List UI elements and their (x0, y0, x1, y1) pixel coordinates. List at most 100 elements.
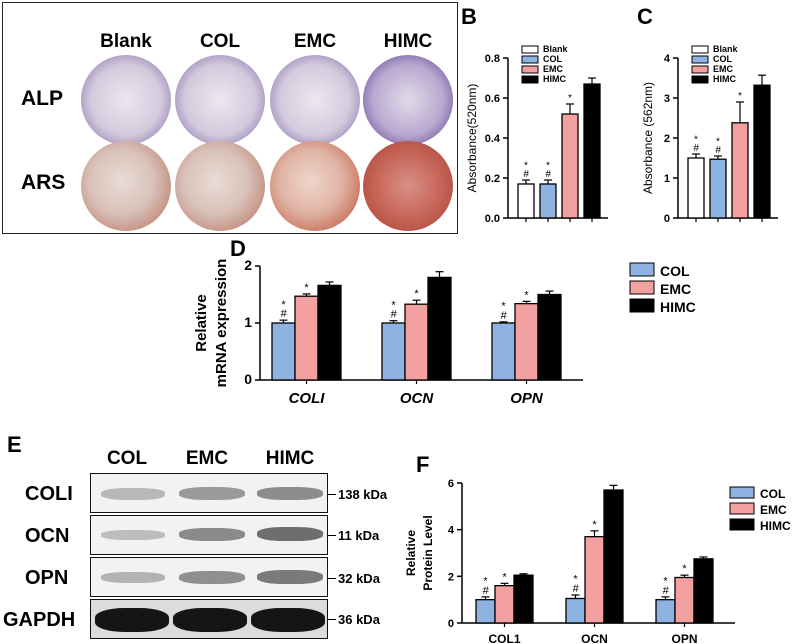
significance-mark: * (716, 137, 720, 148)
significance-mark: # (280, 308, 287, 320)
kda-tick (328, 535, 336, 536)
bar-himc (537, 293, 562, 381)
y-tick-label: 2 (664, 133, 670, 145)
legend-label: HIMC (713, 74, 736, 84)
y-tick-label: 0.2 (485, 173, 500, 185)
panel-letter-b: B (461, 4, 477, 29)
bar-col (709, 158, 727, 219)
legend-label: Blank (713, 44, 739, 54)
alp-dish-blank (81, 55, 171, 145)
y-axis-label: Absorbance(520nm) (465, 84, 479, 193)
wb-blot-ocn (90, 515, 328, 555)
wb-band (179, 487, 245, 500)
y-tick-label: 3 (664, 93, 670, 105)
wb-blot-opn (90, 557, 328, 597)
y-tick-label: 0 (448, 618, 454, 630)
col-header-himc: HIMC (383, 31, 433, 52)
y-tick-label: 0.8 (485, 53, 500, 65)
legend-swatch (521, 45, 539, 54)
legend-swatch (691, 65, 709, 74)
bar-emc (731, 122, 749, 219)
legend-label: EMC (713, 64, 734, 74)
alp-dish-emc (270, 55, 360, 145)
legend-label: HIMC (543, 74, 566, 84)
y-tick-label: 1 (244, 314, 252, 330)
wb-band (257, 527, 323, 541)
bar-col (655, 599, 676, 624)
kda-label-opn: 32 kDa (338, 571, 380, 586)
bar-emc (584, 536, 605, 624)
legend-swatch (521, 65, 539, 74)
wb-blot-gapdh (90, 599, 328, 639)
legend-swatch (691, 45, 709, 54)
wb-label-coli: COLI (25, 483, 73, 505)
significance-mark: # (545, 169, 551, 180)
bar-col (491, 322, 516, 381)
significance-mark: * (694, 135, 698, 146)
legend-swatch (729, 486, 755, 499)
bar-emc (514, 302, 539, 381)
bar-blank (517, 183, 535, 219)
ars-dish-emc (270, 141, 360, 231)
bar-emc (294, 295, 319, 381)
wb-band (101, 572, 165, 583)
significance-mark: # (390, 309, 397, 321)
bar-himc (603, 489, 624, 624)
bar-emc (404, 303, 429, 381)
significance-mark: * (524, 161, 528, 172)
alp-dish-himc (363, 55, 453, 145)
legend-swatch (691, 55, 709, 64)
y-tick-label: 2 (244, 257, 252, 273)
y-tick-label: 1 (664, 173, 670, 185)
bar-himc (693, 558, 714, 624)
significance-mark: * (391, 299, 396, 311)
bar-col (381, 322, 406, 381)
bar-blank (687, 157, 705, 219)
y-tick-label: 2 (448, 571, 454, 583)
y-axis-label: mRNA expression (213, 259, 230, 388)
significance-mark: # (482, 585, 489, 597)
significance-mark: * (663, 576, 668, 588)
kda-label-ocn: 11 kDa (338, 528, 380, 543)
staining-panel: Blank COL EMC HIMC ALP ARS (2, 2, 458, 234)
y-axis-label: Absorbance (562nm) (641, 82, 655, 194)
x-category-label: OPN (510, 390, 544, 407)
kda-tick (328, 619, 336, 620)
legend-label: COL (543, 54, 563, 64)
legend-swatch (521, 55, 539, 64)
significance-mark: * (304, 282, 309, 294)
bar-himc (513, 574, 534, 624)
panel-letter-f: F (416, 452, 430, 477)
wb-band (257, 570, 323, 584)
wb-col-header-col: COL (106, 448, 148, 469)
wb-col-header-emc: EMC (185, 448, 229, 469)
legend-label: COL (660, 263, 690, 279)
y-tick-label: 4 (448, 525, 455, 537)
x-category-label: OPN (671, 632, 697, 644)
panel-letter-e: E (7, 432, 22, 457)
significance-mark: # (693, 143, 699, 154)
y-tick-label: 0.0 (485, 213, 500, 225)
legend-label: EMC (660, 281, 691, 297)
significance-mark: * (281, 299, 286, 311)
significance-mark: * (501, 301, 506, 313)
legend-label: HIMC (660, 299, 696, 315)
legend-swatch (729, 502, 755, 515)
legend-swatch (729, 518, 755, 531)
significance-mark: * (524, 289, 529, 301)
x-category-label: OCN (400, 390, 435, 407)
legend-label: EMC (760, 503, 787, 517)
significance-mark: # (572, 583, 579, 595)
legend-label: COL (760, 487, 785, 501)
panel-letter-c: C (637, 4, 653, 29)
legend-label: Blank (543, 44, 569, 54)
wb-band (173, 608, 247, 632)
ars-dish-col (175, 141, 265, 231)
wb-label-ocn: OCN (25, 525, 70, 547)
wb-blot-coli (90, 473, 328, 513)
bar-emc (674, 576, 695, 624)
